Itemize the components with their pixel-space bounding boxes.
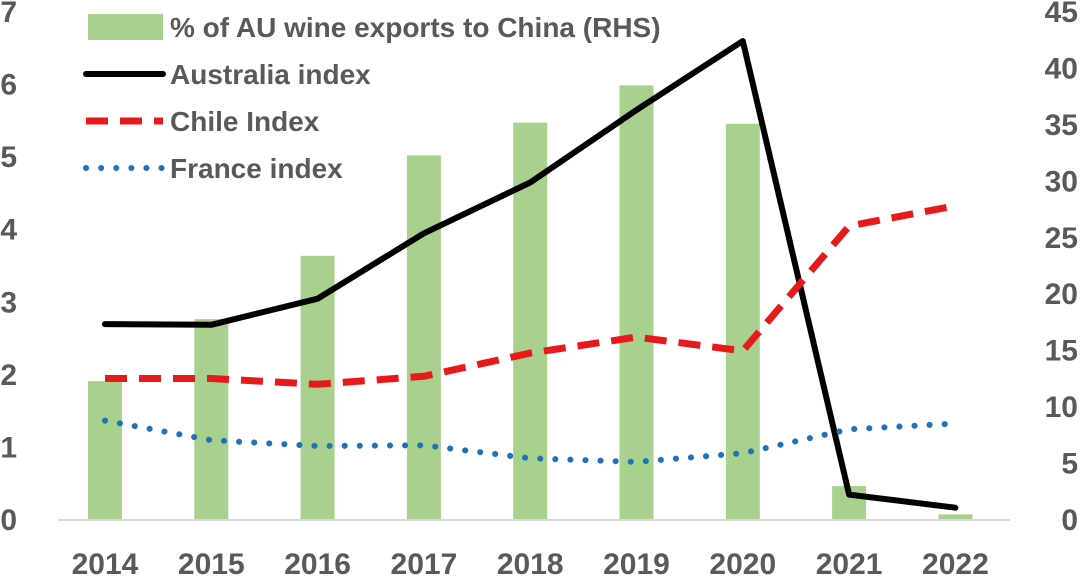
right-tick-label: 45 bbox=[1045, 0, 1078, 29]
legend-label-france-index: France index bbox=[170, 153, 343, 184]
left-tick-label: 4 bbox=[0, 214, 17, 247]
bar-2020 bbox=[725, 123, 760, 521]
x-axis-ticks: 2014 2015 2016 2017 2018 2019 2020 2021 2022 bbox=[72, 548, 989, 578]
legend-label-chile-index: Chile Index bbox=[170, 106, 320, 137]
bar-series bbox=[88, 85, 973, 521]
left-tick-label: 2 bbox=[0, 359, 17, 392]
chile-index-line bbox=[105, 202, 957, 388]
line-series-group bbox=[102, 38, 959, 511]
right-tick-label: 0 bbox=[1061, 504, 1078, 537]
x-tick-label: 2019 bbox=[603, 548, 670, 578]
x-tick-label: 2018 bbox=[497, 548, 564, 578]
bar-2015 bbox=[194, 319, 229, 520]
right-axis-ticks: 0 5 10 15 20 25 30 35 40 45 bbox=[1045, 0, 1078, 537]
x-tick-label: 2017 bbox=[391, 548, 458, 578]
bar-2022 bbox=[938, 514, 973, 520]
x-tick-label: 2014 bbox=[72, 548, 139, 578]
left-tick-label: 1 bbox=[0, 431, 17, 464]
left-tick-label: 0 bbox=[0, 504, 17, 537]
right-tick-label: 10 bbox=[1045, 391, 1078, 424]
right-tick-label: 30 bbox=[1045, 165, 1078, 198]
right-tick-label: 40 bbox=[1045, 52, 1078, 85]
legend: % of AU wine exports to China (RHS) Austr… bbox=[83, 12, 661, 184]
x-tick-label: 2020 bbox=[709, 548, 776, 578]
x-tick-label: 2016 bbox=[284, 548, 351, 578]
bar-2019 bbox=[619, 85, 654, 521]
left-tick-label: 7 bbox=[0, 0, 17, 29]
legend-label--of-au-wine-exports-to-china-rhs: % of AU wine exports to China (RHS) bbox=[170, 12, 661, 43]
x-tick-label: 2021 bbox=[816, 548, 883, 578]
left-tick-label: 3 bbox=[0, 286, 17, 319]
bar-2017 bbox=[406, 155, 441, 520]
right-tick-label: 15 bbox=[1045, 335, 1078, 368]
left-axis-ticks: 0 1 2 3 4 5 6 7 bbox=[0, 0, 17, 537]
legend-label-australia-index: Australia index bbox=[170, 59, 371, 90]
right-tick-label: 5 bbox=[1061, 448, 1078, 481]
right-tick-label: 35 bbox=[1045, 109, 1078, 142]
left-tick-label: 6 bbox=[0, 69, 17, 102]
right-tick-label: 25 bbox=[1045, 222, 1078, 255]
legend-swatch-bar bbox=[88, 14, 163, 40]
australia-index-line bbox=[102, 38, 959, 511]
bar-2014 bbox=[88, 381, 122, 520]
x-tick-label: 2015 bbox=[178, 548, 245, 578]
left-tick-label: 5 bbox=[0, 141, 17, 174]
x-tick-label: 2022 bbox=[922, 548, 989, 578]
right-tick-label: 20 bbox=[1045, 278, 1078, 311]
